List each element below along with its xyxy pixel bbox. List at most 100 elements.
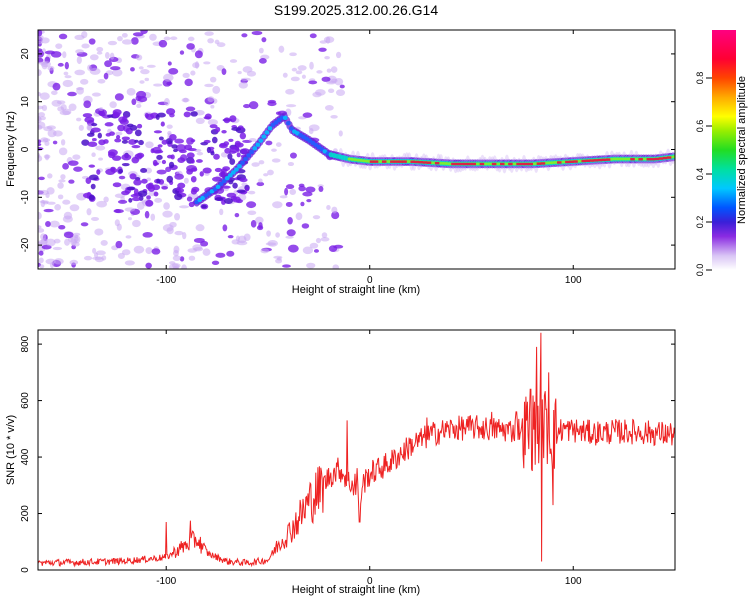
- spectrogram-dense-blob: [239, 177, 248, 183]
- spectrogram-noise-blob: [39, 264, 45, 269]
- ridge-core-mark: [540, 162, 546, 165]
- spectrogram-dense-blob: [81, 139, 90, 146]
- spectrogram-noise-blob: [118, 175, 126, 180]
- spectrogram-noise-blob: [63, 211, 73, 220]
- colorbar-label: Normalized spectral amplitude: [736, 76, 748, 224]
- ridge-green-blob: [487, 162, 491, 166]
- spectrogram-noise-blob: [216, 42, 226, 48]
- spectrogram-dense-blob: [190, 139, 196, 143]
- spectrogram-dense-blob: [214, 167, 223, 173]
- spectrogram-noise-blob: [166, 81, 173, 86]
- spectrogram-dense-blob: [114, 138, 122, 143]
- spectrogram-dense-blob: [168, 161, 175, 169]
- spectrogram-noise-blob: [62, 79, 74, 88]
- spectrogram-noise-blob: [96, 46, 104, 52]
- spectrogram-noise-blob: [258, 178, 263, 183]
- ridge-core-mark: [418, 161, 424, 164]
- ridge-green-blob: [615, 157, 620, 161]
- spectrogram-noise-blob: [75, 49, 84, 54]
- spectrogram-dense-blob: [145, 113, 155, 121]
- ridge-mid-blob: [243, 156, 248, 162]
- spectrogram-noise-blob: [210, 76, 217, 83]
- spectrogram-noise-blob: [124, 260, 135, 266]
- spectrogram-noise-blob: [131, 37, 139, 45]
- spectrogram-noise-blob: [47, 65, 55, 71]
- spectrogram-noise-blob: [227, 235, 234, 239]
- spectrogram-noise-blob: [324, 105, 334, 111]
- spectrogram-dense-blob: [190, 111, 198, 117]
- spectrogram-noise-blob: [114, 219, 120, 227]
- spectrogram-noise-blob: [316, 70, 323, 74]
- spectrogram-noise-blob: [309, 33, 317, 39]
- spectrogram-noise-blob: [124, 207, 136, 212]
- spectrogram-noise-blob: [54, 204, 62, 211]
- ridge-green-blob: [353, 158, 357, 162]
- spectrogram-noise-blob: [226, 250, 235, 257]
- spectrogram-noise-blob: [158, 39, 168, 48]
- spectrogram-noise-blob: [318, 185, 324, 192]
- ridge-core-mark: [369, 160, 375, 163]
- spectrogram-dense-blob: [222, 166, 231, 171]
- spectrogram-noise-blob: [174, 138, 184, 144]
- spectrogram-noise-blob: [58, 147, 68, 156]
- spectrogram-dense-blob: [190, 159, 195, 164]
- spectrogram-noise-blob: [173, 249, 179, 257]
- ridge-core-mark: [581, 159, 586, 163]
- snr-y-label: SNR (10 * v/v): [5, 415, 17, 485]
- ridge-mid-blob: [264, 130, 270, 135]
- ridge-green-blob: [350, 157, 355, 161]
- spectrogram-dense-blob: [227, 153, 233, 160]
- snr-x-tick-label: -100: [156, 576, 176, 587]
- ridge-green-blob: [475, 162, 480, 166]
- spectrogram-noise-blob: [68, 103, 77, 111]
- spectrogram-noise-blob: [287, 162, 295, 167]
- spectrogram-noise-blob: [184, 78, 193, 87]
- spectrogram-noise-blob: [267, 101, 277, 107]
- spectrogram-noise-blob: [250, 220, 257, 228]
- ridge-core-mark: [565, 160, 570, 164]
- spectrogram-dense-blob: [105, 168, 116, 176]
- spectrogram-noise-blob: [76, 56, 82, 65]
- ridge-green-blob: [532, 162, 537, 166]
- spectrogram-noise-blob: [53, 258, 64, 265]
- ridge-green-blob: [621, 157, 625, 161]
- spectrogram-noise-blob: [62, 163, 69, 170]
- spectrogram-noise-blob: [167, 61, 172, 66]
- ridge-core-mark: [658, 157, 664, 160]
- ridge-core-mark: [426, 161, 432, 164]
- ridge-mid-blob: [252, 146, 258, 151]
- spectrogram-noise-blob: [51, 99, 62, 107]
- spectrogram-noise-blob: [169, 36, 178, 41]
- spectrogram-noise-blob: [72, 154, 81, 160]
- spectrogram-dense-blob: [84, 116, 95, 123]
- spectrogram-noise-blob: [60, 174, 66, 180]
- spectrogram-noise-blob: [43, 208, 54, 213]
- spectrogram-noise-blob: [62, 199, 71, 205]
- snr-x-ticks: -100 0 100: [156, 330, 582, 587]
- spectrogram-noise-blob: [267, 239, 278, 247]
- spectrogram-noise-blob: [163, 98, 170, 106]
- spectrogram-noise-blob: [38, 257, 44, 264]
- spectrogram-noise-blob: [284, 187, 289, 196]
- spectrogram-y-tick-label: 20: [20, 48, 31, 60]
- spectrogram-noise-blob: [40, 37, 50, 44]
- spectrogram-noise-blob: [339, 84, 345, 89]
- spectrogram-noise-blob: [174, 230, 184, 236]
- spectrogram-noise-blob: [238, 81, 248, 89]
- spectrogram-dense-blob: [91, 137, 97, 142]
- spectrogram-noise-blob: [267, 169, 274, 176]
- spectrogram-noise-blob: [306, 199, 312, 203]
- spectrogram-noise-blob: [114, 209, 121, 213]
- snr-frame: [37, 329, 676, 571]
- spectrogram-dense-blob: [153, 130, 163, 134]
- spectrogram-noise-blob: [58, 33, 68, 40]
- spectrogram-noise-blob: [203, 61, 211, 65]
- ridge-mid-blob: [267, 126, 273, 131]
- spectrogram-dense-blob: [170, 154, 175, 160]
- spectrogram-noise-blob: [109, 52, 115, 60]
- ridge-core-mark: [455, 162, 460, 166]
- spectrogram-noise-blob: [96, 51, 103, 55]
- ridge-core-mark: [597, 158, 603, 162]
- spectrogram-noise-blob: [251, 30, 263, 36]
- spectrogram-noise-blob: [212, 85, 221, 94]
